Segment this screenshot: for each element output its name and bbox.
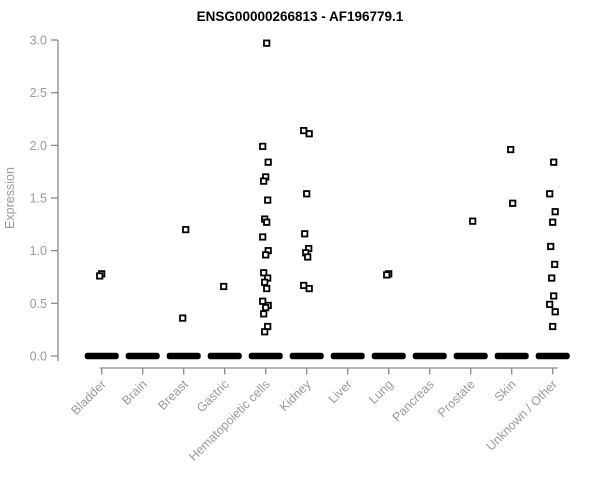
data-point	[259, 233, 267, 241]
data-point	[551, 308, 559, 316]
x-category-label: Unknown / Other	[484, 377, 560, 453]
data-point	[259, 142, 267, 150]
data-point	[300, 281, 308, 290]
data-point	[260, 177, 268, 185]
y-tick-label: 1.0	[30, 244, 47, 258]
chart-title: ENSG00000266813 - AF196779.1	[197, 9, 404, 24]
x-category-label: Lung	[366, 377, 396, 407]
data-point	[509, 199, 517, 207]
data-point	[383, 271, 391, 279]
x-category-label: Skin	[492, 377, 519, 404]
data-point	[549, 218, 557, 226]
zero-cluster-bar	[453, 352, 488, 360]
zero-cluster-bar	[84, 352, 119, 360]
zero-cluster-bar	[535, 352, 570, 360]
data-point	[261, 328, 269, 336]
data-point	[260, 310, 268, 318]
data-point	[551, 260, 559, 268]
data-point	[220, 282, 228, 291]
zero-cluster-bar	[412, 352, 447, 360]
zero-cluster-bar	[371, 352, 406, 360]
data-point	[549, 322, 557, 331]
data-point	[304, 253, 312, 261]
data-point	[263, 218, 271, 226]
y-tick-label: 1.5	[30, 192, 47, 206]
data-point	[96, 272, 104, 280]
data-point	[550, 158, 558, 166]
zero-cluster-bar	[207, 352, 242, 360]
data-point	[261, 278, 269, 286]
zero-cluster-bar	[125, 352, 160, 360]
data-point	[263, 39, 271, 47]
x-category-label: Hematopoietic cells	[186, 377, 273, 464]
data-point	[305, 284, 313, 293]
y-tick-label: 0.0	[30, 350, 47, 364]
data-point	[305, 130, 313, 138]
data-point	[182, 225, 190, 234]
zero-cluster-bar	[494, 352, 529, 360]
y-tick-label: 2.0	[30, 139, 47, 153]
data-point	[264, 158, 272, 166]
data-points	[96, 39, 559, 336]
data-point	[262, 251, 270, 259]
zero-expression-bars	[84, 352, 570, 360]
zero-cluster-bar	[166, 352, 201, 360]
data-point	[263, 284, 271, 293]
x-category-label: Prostate	[435, 377, 478, 420]
y-axis-label: Expression	[3, 167, 17, 229]
data-point	[507, 145, 515, 154]
zero-cluster-bar	[248, 352, 283, 360]
data-point	[550, 292, 558, 300]
data-point	[548, 274, 556, 282]
y-tick-label: 3.0	[30, 34, 47, 48]
zero-cluster-bar	[289, 352, 324, 360]
y-tick-label: 0.5	[30, 297, 47, 311]
y-tick-label: 2.5	[30, 86, 47, 100]
x-category-label: Breast	[155, 377, 191, 413]
data-point	[303, 190, 311, 198]
data-point	[547, 242, 555, 251]
data-point	[262, 303, 270, 312]
x-category-label: Pancreas	[390, 377, 437, 424]
data-point	[551, 208, 559, 216]
x-category-label: Kidney	[277, 377, 314, 414]
data-point	[546, 300, 554, 308]
data-point	[259, 297, 267, 305]
data-point	[301, 230, 309, 238]
data-point	[300, 126, 308, 135]
data-point	[264, 196, 272, 204]
x-category-label: Liver	[326, 377, 355, 406]
data-point	[179, 314, 187, 322]
data-point	[260, 269, 268, 277]
x-category-label: Bladder	[68, 377, 108, 417]
data-point	[546, 190, 554, 198]
x-category-label: Brain	[119, 377, 150, 408]
x-category-label: Gastric	[194, 377, 232, 415]
data-point	[469, 217, 477, 225]
zero-cluster-bar	[330, 352, 365, 360]
y-axis: 0.0 0.5 1.0 1.5 2.0 2.5 3.0	[30, 34, 59, 364]
